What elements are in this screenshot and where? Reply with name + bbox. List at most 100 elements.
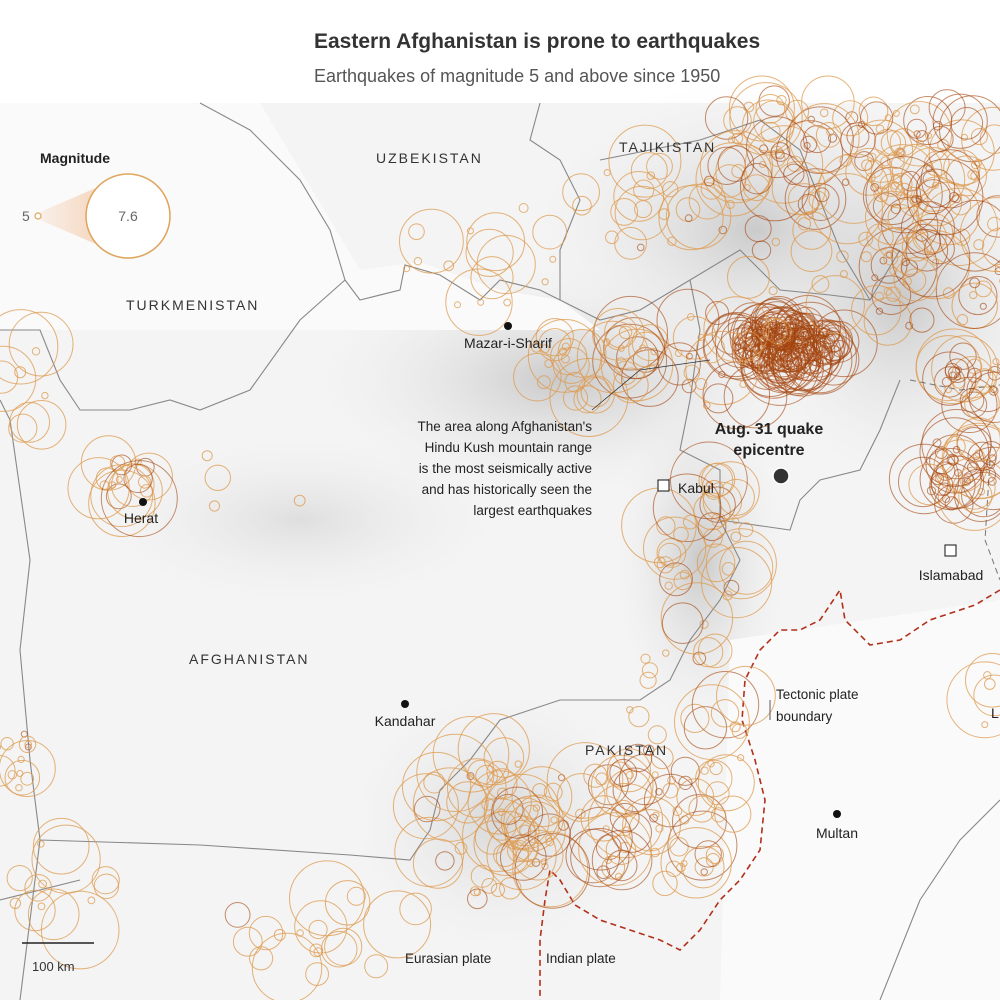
- quake-circle: [955, 366, 962, 374]
- quake-circle: [981, 721, 989, 729]
- quake-circle: [703, 175, 715, 187]
- quake-circle: [91, 866, 120, 895]
- quake-circle: [860, 251, 872, 263]
- quake-circle: [364, 954, 389, 979]
- quake-circle: [909, 104, 920, 115]
- quake-circle: [625, 771, 634, 780]
- legend: Magnitude 5 7.6: [22, 150, 171, 259]
- quake-circle: [93, 873, 120, 899]
- quake-circle: [680, 703, 710, 734]
- quake-circle: [941, 376, 998, 433]
- quake-circle: [946, 661, 1000, 739]
- quake-circle: [6, 865, 33, 892]
- quake-circle: [934, 475, 942, 483]
- quake-circle: [532, 214, 568, 250]
- quake-circle: [392, 773, 459, 840]
- quake-circle: [0, 744, 1, 750]
- legend-circle-min: [34, 212, 42, 220]
- quake-circle: [779, 339, 820, 380]
- quake-circle: [784, 168, 847, 230]
- quake-circle: [700, 868, 708, 876]
- city-label: Herat: [124, 510, 158, 526]
- quake-circle: [646, 152, 673, 180]
- quake-circle: [9, 897, 21, 909]
- quake-circle: [573, 385, 602, 414]
- quake-circle: [770, 142, 791, 162]
- quake-circle: [607, 748, 651, 793]
- quake-circle: [474, 820, 510, 855]
- quake-circle: [774, 149, 785, 160]
- quake-circle: [24, 740, 33, 749]
- quake-circle: [705, 301, 730, 325]
- quake-circle: [874, 291, 885, 302]
- quake-circle: [768, 318, 817, 368]
- quake-circle: [630, 152, 668, 190]
- quake-circle: [593, 295, 669, 371]
- quake-circle: [867, 152, 877, 163]
- quake-circle: [705, 845, 725, 865]
- quake-circle: [769, 150, 786, 167]
- quake-circle: [916, 140, 925, 148]
- quake-circle: [836, 250, 849, 263]
- quake-circle: [880, 156, 891, 167]
- quake-circle: [703, 296, 770, 363]
- quake-circle: [884, 114, 892, 122]
- quake-circle: [15, 784, 23, 792]
- quake-circle: [324, 880, 371, 926]
- quake-circle: [108, 481, 117, 489]
- quake-circle: [683, 514, 698, 530]
- quake-circle: [865, 190, 920, 246]
- quake-circle: [905, 321, 914, 330]
- quake-circle: [656, 288, 720, 352]
- legend-circle-max: [85, 173, 171, 259]
- quake-circle: [952, 445, 961, 454]
- quake-circle: [742, 99, 795, 152]
- quake-circle: [717, 478, 755, 516]
- quake-circle: [628, 809, 672, 852]
- quake-circle: [613, 171, 665, 222]
- quake-circle: [568, 806, 633, 871]
- quake-circle: [674, 349, 683, 358]
- quake-circle: [614, 185, 670, 241]
- quake-circle: [786, 327, 853, 394]
- quake-circle: [514, 760, 522, 768]
- quake-circle: [346, 886, 366, 906]
- quake-circle: [653, 556, 666, 569]
- quake-circle: [979, 302, 987, 310]
- quake-circle: [840, 122, 876, 158]
- quake-circle: [656, 556, 674, 574]
- quake-circle: [674, 684, 750, 760]
- quake-circle: [570, 828, 630, 888]
- quake-circle: [208, 500, 221, 512]
- capital-marker: [657, 479, 670, 492]
- country-labels: UZBEKISTAN TAJIKISTAN TURKMENISTAN AFGHA…: [126, 139, 714, 758]
- quake-circle: [695, 378, 708, 390]
- quake-circle: [416, 733, 495, 813]
- hindu-kush-note: The area along Afghanistan's Hindu Kush …: [418, 419, 593, 518]
- quake-circle: [618, 325, 633, 340]
- quake-circle: [660, 582, 734, 655]
- city-dot: [139, 498, 147, 506]
- quake-circle: [827, 133, 838, 143]
- quake-circle: [982, 227, 1000, 268]
- quake-circle: [615, 357, 627, 369]
- quake-circle: [546, 742, 624, 819]
- epicentre-marker: [772, 467, 790, 485]
- quake-circle: [670, 441, 748, 520]
- quake-circle: [696, 334, 725, 364]
- quake-circle: [893, 174, 902, 184]
- quake-circle: [532, 804, 541, 812]
- cities: Mazar-i-Sharif Herat Kabul Islamabad Kan…: [124, 322, 999, 841]
- quake-circle: [606, 769, 652, 815]
- city-label: Multan: [816, 825, 858, 841]
- quake-circle: [781, 322, 809, 351]
- quake-circle: [656, 516, 676, 536]
- quake-circle: [651, 771, 659, 779]
- quake-circle: [875, 124, 885, 134]
- plate-label: Eurasian plate: [405, 951, 491, 966]
- quake-circle: [492, 793, 524, 825]
- quake-circle: [694, 840, 722, 868]
- quake-circle: [609, 802, 640, 833]
- city-dot: [504, 322, 512, 330]
- quake-circle: [919, 417, 990, 487]
